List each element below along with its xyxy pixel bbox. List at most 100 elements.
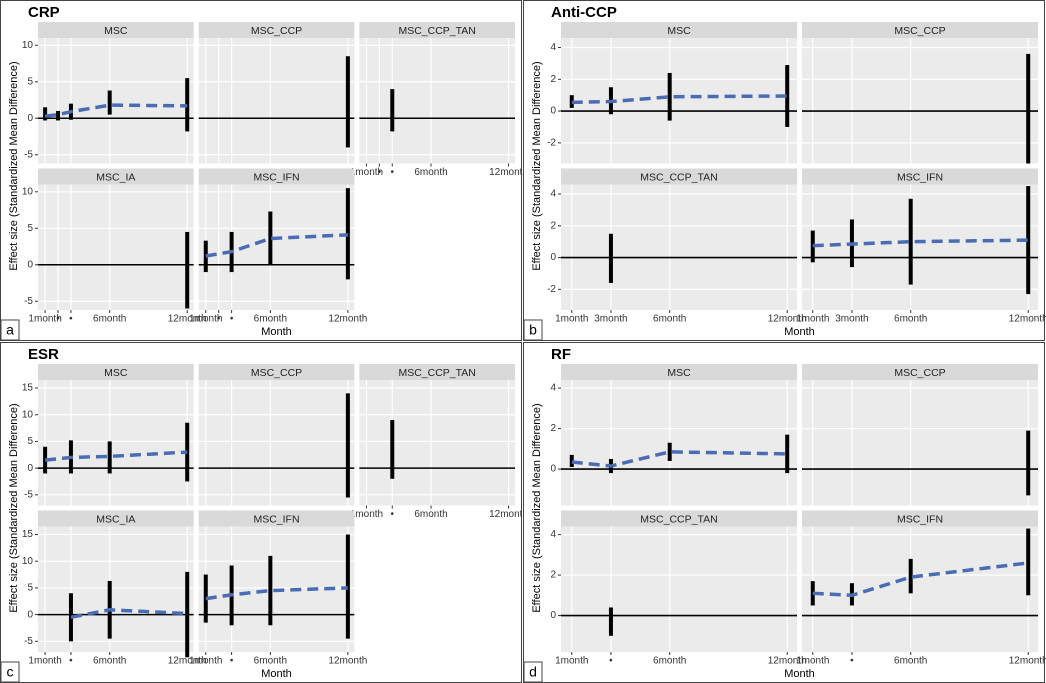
x-tick-label: 1month: [28, 656, 61, 667]
x-tick-label: •: [609, 656, 613, 667]
trend-line: [812, 238, 1029, 248]
y-tick-label: 0: [27, 609, 33, 620]
plot-background: [198, 38, 355, 164]
x-tick-label: •: [850, 656, 854, 667]
error-bar: [569, 454, 574, 468]
facet-label: MSC: [667, 367, 691, 379]
error-bar: [1026, 528, 1031, 596]
x-tick-label: 1month: [796, 656, 829, 667]
facet-strip: [38, 510, 194, 527]
panel: CRP a Effect size (Standardized Mean Diffe…: [0, 0, 528, 341]
plot-background: [802, 38, 1038, 164]
panel-title: Anti-CCP: [551, 4, 617, 21]
facet-label: MSC: [667, 25, 691, 37]
plot-background: [561, 184, 797, 310]
x-tick-label: 6month: [653, 656, 686, 667]
y-tick-label: -5: [24, 636, 33, 647]
y-tick-label: 10: [22, 556, 34, 567]
panel-title: ESR: [28, 346, 59, 363]
x-tick-label: 6month: [414, 167, 447, 178]
plot-background: [802, 184, 1038, 310]
facet-strip: [561, 510, 797, 527]
facet-label: MSC_CCP_TAN: [640, 513, 717, 525]
facet-label: MSC: [104, 25, 128, 37]
x-tick-label: 12month: [489, 509, 528, 520]
x-tick-label: •: [230, 314, 234, 325]
plot-background: [38, 526, 194, 652]
plot-background: [38, 38, 194, 164]
x-tick-label: 3month: [835, 314, 868, 325]
x-tick-label: 12month: [1009, 314, 1046, 325]
x-tick-label: 12month: [168, 656, 207, 667]
panel-letter-box: [523, 661, 543, 683]
facet-strip: [198, 168, 355, 185]
error-bar: [107, 441, 112, 474]
trend-line: [44, 103, 188, 118]
y-axis-label: Effect size (Standardized Mean Differenc…: [8, 61, 20, 270]
facet-strip: [561, 364, 797, 380]
y-tick-label: 2: [550, 423, 556, 434]
x-tick-label: •: [69, 314, 73, 325]
facet-strip: [38, 22, 194, 38]
x-tick-label: 6month: [254, 656, 287, 667]
plot-background: [359, 38, 515, 164]
panel-letter-box: [0, 661, 20, 683]
y-tick-label: 0: [27, 113, 33, 124]
trend-line: [812, 561, 1029, 598]
facet-label: MSC_IFN: [253, 513, 299, 525]
y-tick-label: -5: [24, 296, 33, 307]
x-tick-label: 6month: [93, 656, 126, 667]
facet-label: MSC_IA: [96, 171, 135, 183]
panel-letter-box: [523, 319, 543, 341]
facet-strip: [561, 22, 797, 38]
x-tick-label: 1month: [28, 314, 61, 325]
y-tick-label: 0: [27, 259, 33, 270]
plot-background: [359, 380, 515, 506]
y-tick-label: 4: [550, 383, 556, 394]
facet-label: MSC_CCP: [894, 25, 945, 37]
facet-strip: [38, 364, 194, 380]
y-tick-label: -5: [24, 149, 33, 160]
x-tick-label: •: [378, 167, 382, 178]
y-tick-label: 5: [27, 436, 33, 447]
y-tick-label: 0: [27, 463, 33, 474]
error-bar: [908, 198, 913, 285]
plot-background: [802, 526, 1038, 652]
x-tick-label: 1month: [796, 314, 829, 325]
panel-letter: a: [6, 322, 14, 338]
y-tick-label: 0: [550, 252, 556, 263]
x-tick-label: 12month: [489, 167, 528, 178]
y-tick-label: 0: [550, 610, 556, 621]
error-bar: [268, 211, 273, 265]
y-tick-label: 15: [22, 383, 34, 394]
plot-background: [802, 380, 1038, 506]
x-tick-label: •: [230, 656, 234, 667]
plot-background: [38, 380, 194, 506]
panel-letter: d: [529, 664, 537, 680]
x-tick-label: •: [69, 656, 73, 667]
panel-letter: b: [529, 322, 537, 338]
facet-strip: [359, 364, 515, 380]
panel-title: CRP: [28, 4, 60, 21]
error-bar: [107, 90, 112, 115]
x-tick-label: •: [391, 167, 395, 178]
error-bar: [268, 555, 273, 626]
x-tick-label: 6month: [254, 314, 287, 325]
facet-strip: [802, 168, 1038, 185]
error-bar: [43, 107, 48, 121]
x-tick-label: 12month: [768, 656, 807, 667]
error-bar: [345, 534, 350, 639]
facet-label: MSC_IA: [96, 513, 135, 525]
panel-title: RF: [551, 346, 571, 363]
facet-label: MSC_IFN: [897, 513, 943, 525]
x-tick-label: 6month: [93, 314, 126, 325]
plot-background: [198, 380, 355, 506]
facet-strip: [359, 22, 515, 38]
x-axis-label: Month: [784, 668, 815, 680]
facet-strip: [198, 22, 355, 38]
facet-label: MSC_IFN: [253, 171, 299, 183]
facet-label: MSC_IFN: [897, 171, 943, 183]
facet-strip: [561, 168, 797, 185]
y-tick-label: 2: [550, 570, 556, 581]
